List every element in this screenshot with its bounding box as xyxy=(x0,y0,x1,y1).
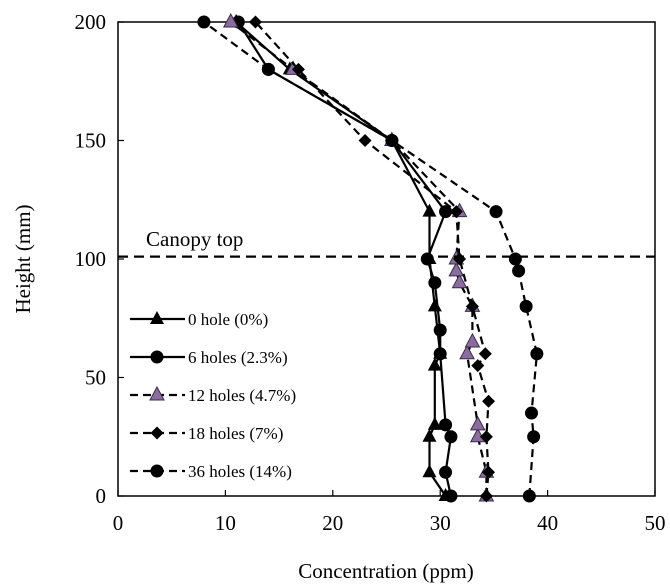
data-point xyxy=(222,12,239,28)
data-point xyxy=(478,347,492,361)
data-point xyxy=(449,205,463,219)
data-point xyxy=(439,205,453,219)
legend-item: 6 holes (2.3%) xyxy=(130,348,288,367)
x-tick-label: 30 xyxy=(430,511,451,535)
data-point xyxy=(439,465,453,479)
legend-item: 18 holes (7%) xyxy=(130,424,283,443)
x-tick-label: 0 xyxy=(113,511,124,535)
data-point xyxy=(197,15,211,29)
legend-label: 0 hole (0%) xyxy=(188,310,268,329)
legend-item: 36 holes (14%) xyxy=(130,462,292,481)
data-point xyxy=(522,489,536,503)
x-axis-title: Concentration (ppm) xyxy=(298,559,474,583)
legend-marker xyxy=(150,426,164,440)
y-axis-ticks: 0 50 100 150 200 xyxy=(75,10,124,508)
data-point xyxy=(489,205,503,219)
data-point xyxy=(508,252,522,266)
data-point xyxy=(459,344,475,360)
data-point xyxy=(427,416,442,430)
legend-item: 0 hole (0%) xyxy=(130,310,268,329)
y-tick-label: 150 xyxy=(75,129,107,153)
data-point xyxy=(422,203,437,217)
data-point xyxy=(427,298,442,312)
legend-label: 36 holes (14%) xyxy=(188,462,292,481)
x-tick-label: 40 xyxy=(537,511,558,535)
canopy-top-label: Canopy top xyxy=(146,227,243,251)
data-point xyxy=(422,464,437,478)
data-point xyxy=(469,427,486,443)
data-point xyxy=(482,394,496,408)
data-point xyxy=(444,430,458,444)
data-point xyxy=(420,252,434,266)
data-point xyxy=(428,276,442,290)
legend-label: 6 holes (2.3%) xyxy=(188,348,288,367)
data-point xyxy=(451,273,468,289)
x-tick-label: 50 xyxy=(645,511,666,535)
data-point xyxy=(519,299,533,313)
data-point xyxy=(512,264,526,278)
data-point xyxy=(482,465,496,479)
y-tick-label: 50 xyxy=(85,366,106,390)
data-point xyxy=(261,62,275,76)
legend-marker xyxy=(150,311,164,324)
series-4 xyxy=(248,15,496,503)
data-point xyxy=(248,15,262,29)
legend: 0 hole (0%) 6 holes (2.3%) 12 holes (4.7%)… xyxy=(130,310,296,481)
legend-marker xyxy=(150,350,164,364)
data-point xyxy=(530,347,544,361)
legend-label: 12 holes (4.7%) xyxy=(188,386,296,405)
data-point xyxy=(385,134,399,147)
data-point xyxy=(433,323,447,337)
data-point xyxy=(448,261,465,277)
data-point xyxy=(469,415,486,431)
data-point xyxy=(433,347,447,361)
y-tick-label: 200 xyxy=(75,10,107,34)
legend-label: 18 holes (7%) xyxy=(188,424,283,443)
data-point xyxy=(479,489,493,503)
series-layer xyxy=(197,12,544,503)
legend-marker xyxy=(149,385,165,401)
y-tick-label: 100 xyxy=(75,247,107,271)
y-tick-label: 0 xyxy=(96,484,107,508)
x-tick-label: 10 xyxy=(215,511,236,535)
series-5 xyxy=(197,15,544,503)
data-point xyxy=(291,62,305,76)
data-point xyxy=(427,357,442,371)
data-point xyxy=(479,430,493,444)
data-point xyxy=(524,406,538,420)
x-axis-ticks: 0 10 20 30 40 50 xyxy=(113,490,666,535)
data-point xyxy=(444,489,458,503)
legend-item: 12 holes (4.7%) xyxy=(130,385,296,405)
data-point xyxy=(527,430,541,444)
legend-marker xyxy=(150,464,164,478)
y-axis-title: Height (mm) xyxy=(11,204,35,313)
data-point xyxy=(422,428,437,442)
x-tick-label: 20 xyxy=(322,511,343,535)
data-point xyxy=(465,299,479,313)
plot-area xyxy=(117,12,656,503)
data-point xyxy=(464,332,481,348)
data-point xyxy=(358,134,372,147)
data-point xyxy=(439,418,453,432)
data-point xyxy=(471,359,485,373)
